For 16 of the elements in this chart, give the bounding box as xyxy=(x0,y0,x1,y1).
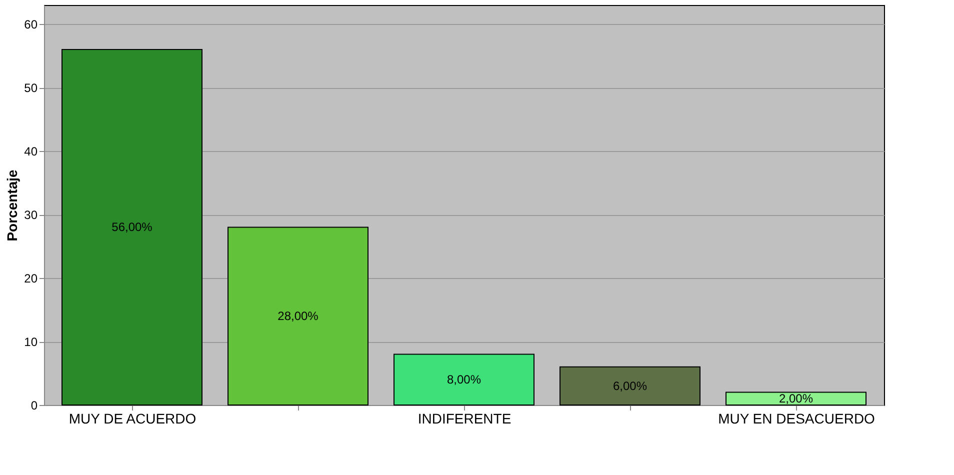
y-tick-label: 60 xyxy=(24,18,38,32)
data-label: 28,00% xyxy=(278,309,319,324)
x-tick-label: MUY DE ACUERDO xyxy=(68,410,196,426)
data-label: 2,00% xyxy=(778,392,814,406)
y-tick-label: 40 xyxy=(24,144,38,159)
data-label: 6,00% xyxy=(612,378,648,393)
data-label: 8,00% xyxy=(446,372,482,387)
x-tick-label: INDIFERENTE xyxy=(418,410,512,426)
x-tick-label: MUY EN DESACUERDO xyxy=(718,410,876,426)
y-tick-label: 20 xyxy=(24,272,38,286)
y-tick-label: 0 xyxy=(30,398,38,412)
y-tick-label: 10 xyxy=(24,335,38,350)
y-axis-title: Porcentaje xyxy=(4,169,20,242)
y-tick-label: 50 xyxy=(24,81,38,96)
y-tick-label: 30 xyxy=(24,208,38,222)
data-label: 56,00% xyxy=(112,220,153,234)
